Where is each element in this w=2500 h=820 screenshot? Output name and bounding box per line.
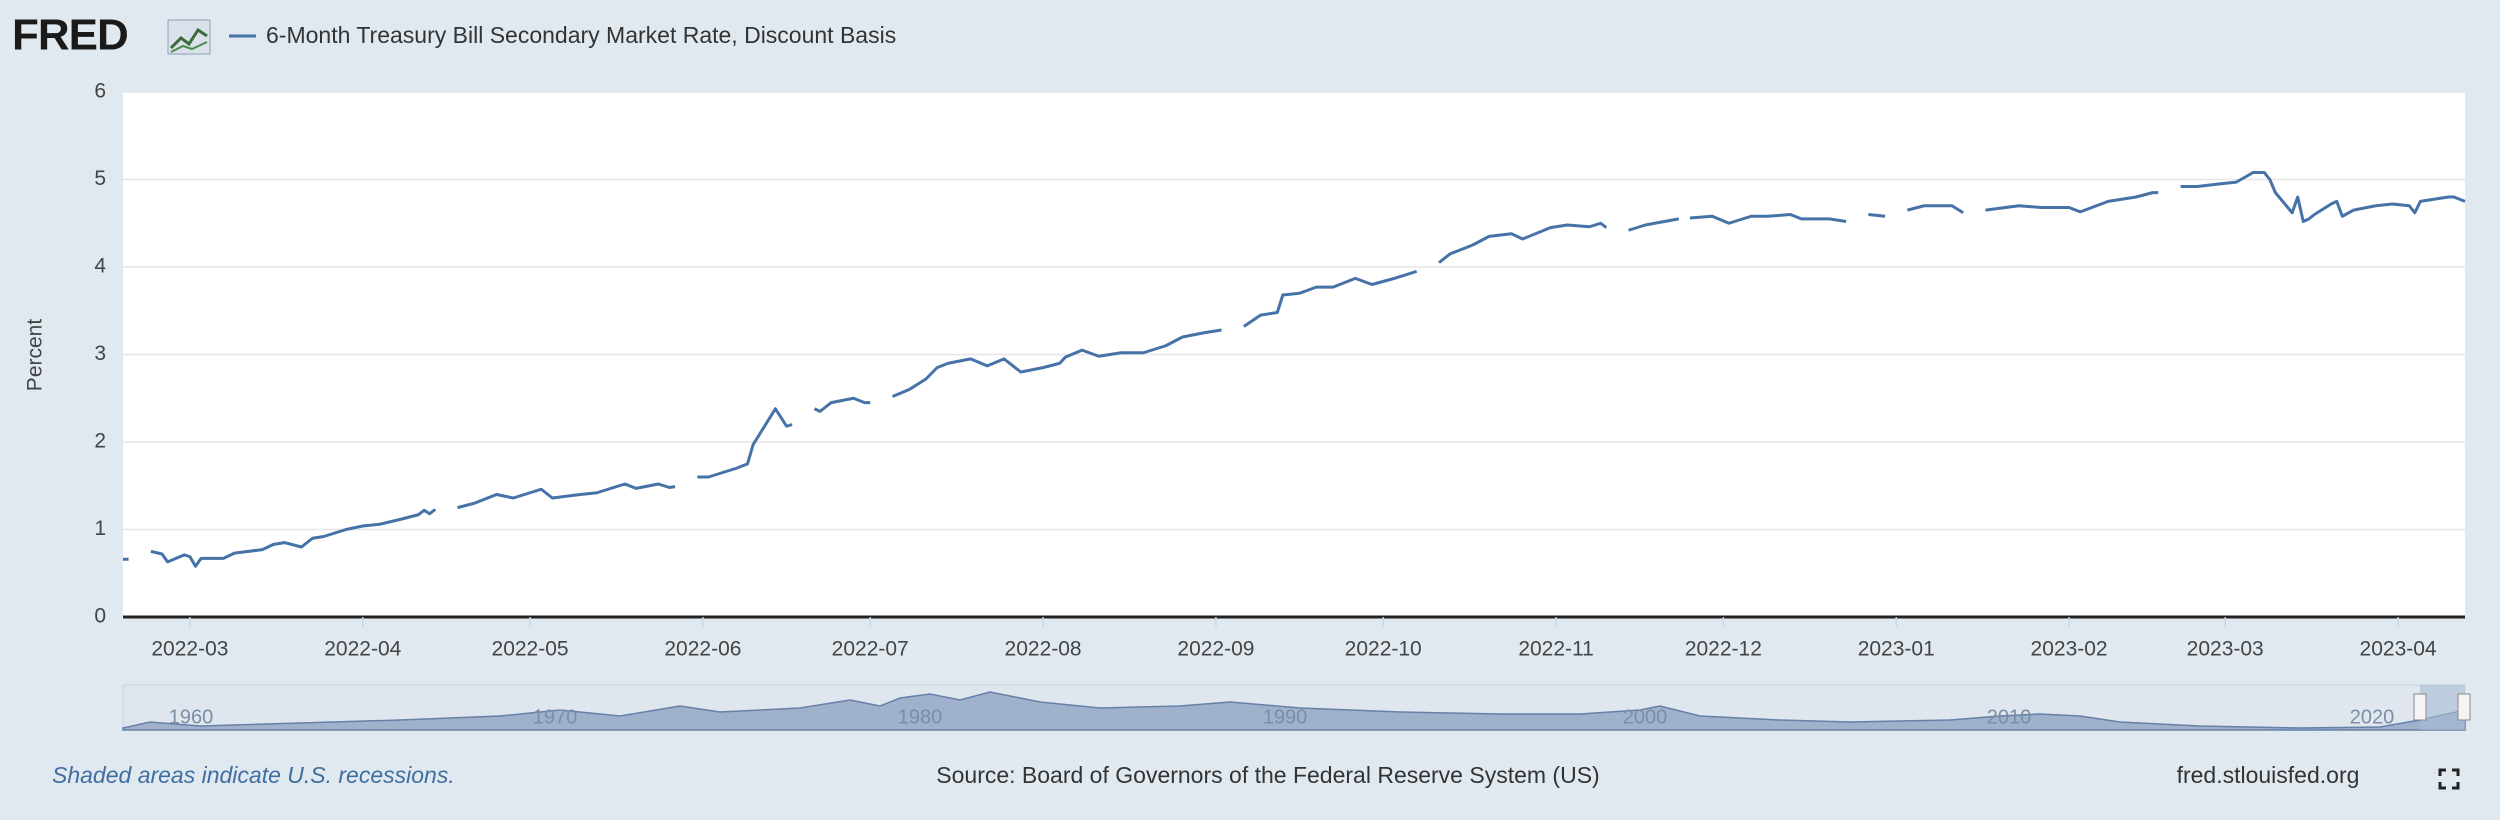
x-tick-label: 2023-03 — [2187, 638, 2264, 661]
x-tick-label: 2022-12 — [1685, 638, 1762, 661]
navigator-area — [122, 691, 2466, 731]
x-tick-label: 2022-10 — [1345, 638, 1422, 661]
navigator-labels: 1960 1970 1980 1990 2000 2010 2020 — [169, 706, 2395, 728]
recession-note: Shaded areas indicate U.S. recessions. — [52, 762, 455, 788]
legend-label[interactable]: 6-Month Treasury Bill Secondary Market R… — [266, 22, 896, 48]
x-tick-label: 2023-02 — [2031, 638, 2108, 661]
navigator-label: 2020 — [2350, 706, 2395, 728]
source: Source: Board of Governors of the Federa… — [936, 762, 1599, 788]
x-tick-label: 2022-11 — [1518, 638, 1594, 661]
y-tick-label: 2 — [94, 430, 106, 453]
y-tick-label: 0 — [94, 605, 106, 628]
navigator-label: 1990 — [1263, 706, 1308, 728]
grid — [123, 91, 2465, 627]
navigator — [122, 684, 2471, 731]
y-tick-label: 6 — [94, 80, 106, 103]
y-axis-title: Percent — [24, 319, 47, 392]
x-tick-label: 2022-03 — [151, 638, 228, 661]
x-tick-label: 2022-05 — [492, 638, 569, 661]
navigator-label: 2000 — [1623, 706, 1668, 728]
series-line — [123, 171, 2466, 568]
y-tick-label: 1 — [94, 517, 106, 540]
site-link[interactable]: fred.stlouisfed.org — [2177, 762, 2360, 788]
navigator-label: 2010 — [1987, 706, 2032, 728]
navigator-handle[interactable] — [2413, 693, 2427, 721]
y-tick-label: 4 — [94, 255, 106, 278]
navigator-label: 1960 — [169, 706, 214, 728]
logo-icon — [167, 19, 211, 55]
axis-labels: 0 1 2 3 4 5 6 2022-03 2022-04 2022-05 2022-06 2022-… — [94, 80, 2437, 661]
y-tick-label: 5 — [94, 167, 106, 190]
x-tick-label: 2023-04 — [2360, 638, 2437, 661]
x-tick-label: 2022-09 — [1177, 638, 1254, 661]
x-tick-label: 2023-01 — [1858, 638, 1935, 661]
navigator-handle[interactable] — [2457, 693, 2471, 721]
x-tick-label: 2022-04 — [324, 638, 401, 661]
x-tick-label: 2022-07 — [832, 638, 909, 661]
x-tick-label: 2022-08 — [1005, 638, 1082, 661]
series-lines — [123, 171, 2466, 568]
y-tick-label: 3 — [94, 342, 106, 365]
navigator-label: 1980 — [898, 706, 943, 728]
logo[interactable]: FRED — [12, 11, 129, 60]
navigator-label: 1970 — [533, 706, 578, 728]
fullscreen-icon[interactable] — [2438, 768, 2460, 790]
x-tick-label: 2022-06 — [664, 638, 741, 661]
